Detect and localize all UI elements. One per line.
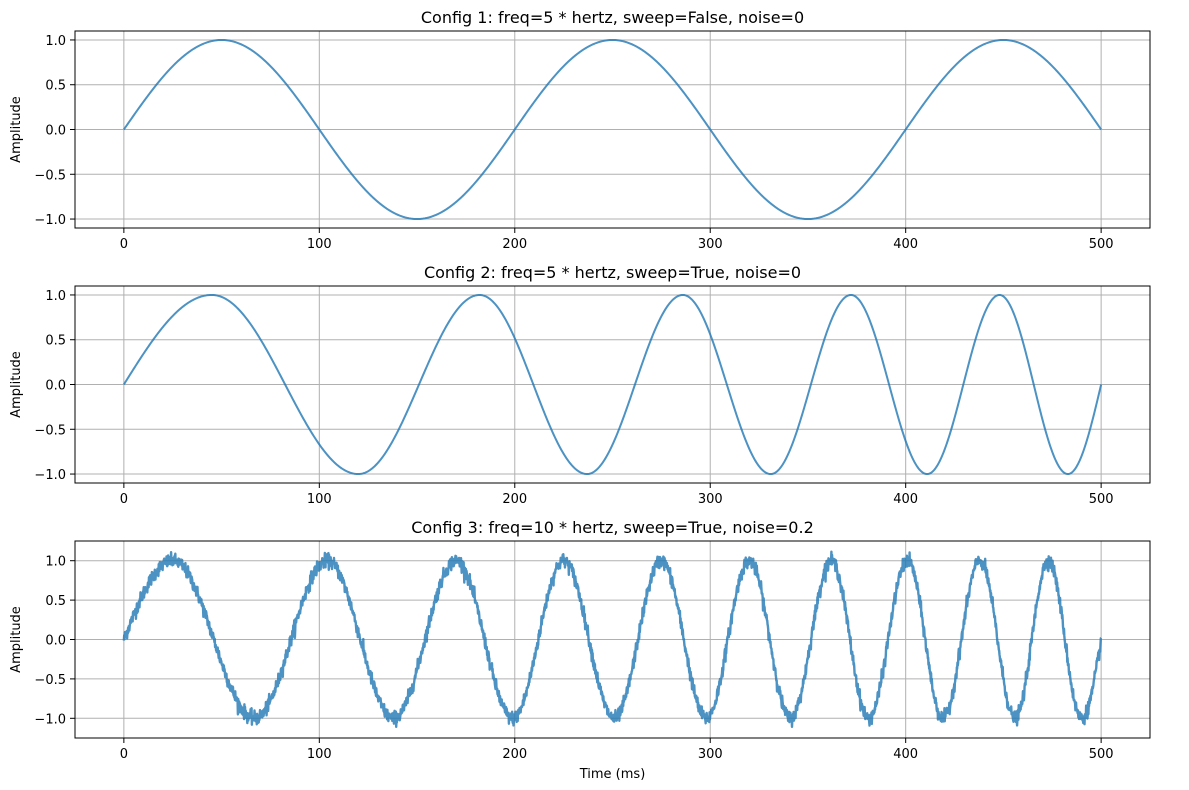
y-tick-label: 1.0 [45,34,66,49]
x-tick-label: 0 [120,747,128,762]
x-tick-label: 0 [120,237,128,252]
y-tick-label: −1.0 [34,213,66,228]
chart-title: Config 3: freq=10 * hertz, sweep=True, n… [411,518,814,537]
y-tick-label: 0.0 [45,634,66,649]
y-tick-label: 0.5 [45,79,66,94]
series-line-3 [122,550,1103,729]
series-line-2 [123,293,1103,476]
x-tick-label: 300 [698,747,723,762]
chart-title: Config 2: freq=5 * hertz, sweep=True, no… [424,263,801,282]
x-tick-label: 500 [1089,492,1114,507]
x-tick-label: 400 [893,237,918,252]
x-tick-label: 500 [1089,237,1114,252]
y-axis-label: Amplitude [9,96,24,163]
x-tick-label: 300 [698,237,723,252]
x-tick-label: 0 [120,492,128,507]
x-tick-label: 300 [698,492,723,507]
x-tick-label: 500 [1089,747,1114,762]
chart-1: 0 100 200 300 400 500 −1.0 −0.5 0.0 0.5 1.0 Config … [9,8,1151,252]
x-tick-label: 100 [307,747,332,762]
x-tick-label: 400 [893,747,918,762]
x-tick-label: 200 [502,747,527,762]
x-tick-label: 400 [893,492,918,507]
x-tick-label: 200 [502,492,527,507]
y-tick-label: 0.0 [45,379,66,394]
y-tick-label: −0.5 [34,673,66,688]
chart-2: 0 100 200 300 400 500 −1.0 −0.5 0.0 0.5 1.0 Config … [9,263,1151,507]
y-tick-label: 0.5 [45,334,66,349]
y-axis-label: Amplitude [9,606,24,673]
y-tick-label: 1.0 [45,555,66,570]
y-tick-label: 0.0 [45,124,66,139]
y-tick-label: −0.5 [34,423,66,438]
x-axis-label: Time (ms) [579,767,646,782]
y-tick-label: 0.5 [45,594,66,609]
x-tick-label: 100 [307,237,332,252]
y-axis-label: Amplitude [9,351,24,418]
chart-title: Config 1: freq=5 * hertz, sweep=False, n… [421,8,804,27]
series-line-1 [123,38,1102,221]
y-tick-label: −1.0 [34,712,66,727]
x-tick-label: 100 [307,492,332,507]
x-tick-label: 200 [502,237,527,252]
y-tick-label: −0.5 [34,168,66,183]
y-tick-label: −1.0 [34,468,66,483]
y-tick-label: 1.0 [45,289,66,304]
chart-3: 0 100 200 300 400 500 −1.0 −0.5 0.0 0.5 1.0 Config … [9,518,1151,782]
